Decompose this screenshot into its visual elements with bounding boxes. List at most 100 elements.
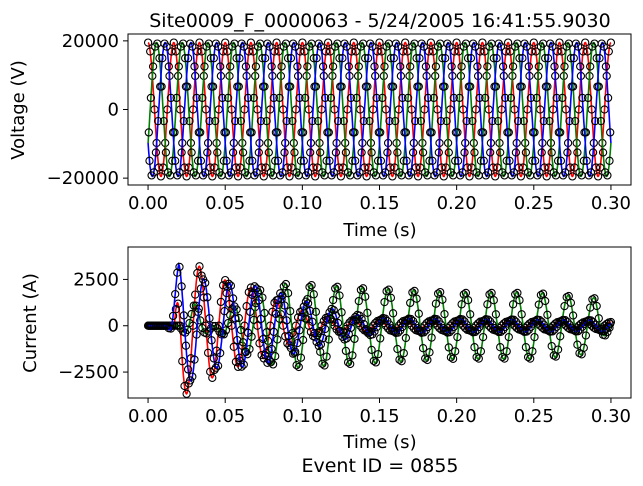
data-point-marker (309, 290, 318, 299)
data-point-marker (414, 309, 423, 318)
data-point-marker (205, 314, 214, 323)
data-point-marker (426, 38, 436, 47)
data-point-marker (581, 331, 591, 340)
data-point-marker (401, 38, 410, 47)
data-point-marker (547, 341, 556, 351)
data-point-marker (216, 62, 225, 71)
x-tick-label: 0.25 (514, 406, 554, 427)
data-point-marker (528, 347, 537, 356)
data-point-marker (159, 116, 168, 126)
data-point-marker (183, 54, 193, 63)
data-point-marker (331, 148, 341, 157)
data-point-marker (198, 323, 207, 333)
data-point-marker (470, 343, 479, 352)
data-point-marker (568, 172, 577, 181)
data-point-marker (336, 172, 346, 181)
data-point-marker (513, 288, 522, 298)
data-point-marker (418, 344, 428, 353)
y-tick-label: 2500 (73, 269, 119, 290)
data-point-marker (181, 82, 191, 91)
data-point-marker (333, 318, 343, 328)
data-point-marker (275, 93, 284, 103)
data-point-marker (312, 54, 321, 63)
data-point-marker (479, 316, 488, 325)
data-point-marker (280, 148, 289, 157)
data-point-marker (293, 338, 302, 348)
x-tick-label: 0.10 (282, 193, 322, 214)
data-point-marker (423, 355, 432, 365)
data-point-marker (203, 293, 212, 302)
data-point-marker (181, 341, 191, 350)
data-point-marker (471, 327, 480, 337)
data-point-marker (384, 285, 393, 294)
data-point-marker (185, 116, 194, 126)
data-point-marker (576, 62, 585, 71)
data-point-marker (280, 301, 289, 310)
data-point-marker (569, 54, 578, 63)
data-point-marker (408, 148, 418, 157)
data-point-marker (273, 335, 282, 344)
data-point-marker (188, 372, 197, 381)
data-point-marker (303, 62, 312, 71)
data-point-marker (378, 93, 387, 103)
data-point-marker (324, 335, 333, 344)
current-x-ticks: 0.00 0.05 0.10 0.15 0.20 0.25 0.30 (128, 398, 631, 427)
data-point-marker (350, 334, 359, 344)
data-point-marker (358, 284, 368, 293)
data-point-marker (535, 315, 544, 325)
data-point-marker (543, 310, 552, 319)
data-point-marker (476, 347, 486, 356)
x-tick-label: 0.10 (282, 406, 322, 427)
data-point-marker (207, 82, 216, 91)
data-point-marker (580, 128, 589, 137)
data-point-marker (272, 38, 281, 47)
data-point-marker (383, 148, 392, 157)
data-point-marker (339, 116, 348, 126)
data-point-marker (265, 356, 274, 365)
data-point-marker (485, 290, 494, 299)
data-point-marker (508, 300, 518, 309)
data-point-marker (477, 128, 486, 137)
data-point-marker (220, 128, 229, 137)
data-point-marker (148, 62, 158, 71)
data-point-marker (259, 172, 268, 181)
data-point-marker (294, 362, 303, 372)
data-point-marker (419, 42, 428, 51)
data-point-marker (442, 116, 451, 126)
data-point-marker (238, 148, 248, 157)
data-point-marker (391, 116, 400, 126)
data-point-marker (298, 38, 307, 47)
data-point-marker (393, 42, 403, 51)
data-point-marker (196, 284, 206, 293)
data-point-marker (190, 62, 199, 71)
data-point-marker (578, 93, 587, 103)
data-point-marker (308, 317, 317, 326)
data-point-marker (218, 93, 227, 103)
data-point-marker (386, 293, 396, 302)
data-point-marker (310, 82, 319, 91)
data-point-marker (502, 156, 511, 165)
data-point-marker (483, 315, 493, 324)
data-point-marker (145, 156, 154, 165)
data-point-marker (451, 347, 460, 356)
data-point-marker (448, 354, 458, 363)
data-point-marker (380, 297, 389, 307)
data-point-marker (483, 62, 492, 71)
data-point-marker (269, 93, 278, 103)
x-tick-label: 0.20 (437, 406, 477, 427)
data-point-marker (478, 332, 488, 342)
data-point-marker (521, 148, 531, 157)
data-point-marker (188, 42, 197, 51)
series-line (147, 41, 612, 178)
data-point-marker (473, 62, 482, 71)
data-point-marker (297, 312, 306, 322)
data-point-marker (415, 327, 424, 336)
data-point-marker (483, 300, 492, 309)
data-point-marker (369, 356, 378, 366)
data-point-marker (548, 42, 557, 51)
data-point-marker (487, 288, 496, 298)
data-point-marker (236, 116, 246, 126)
data-point-marker (460, 148, 469, 157)
data-point-marker (196, 316, 205, 325)
data-point-marker (338, 54, 347, 63)
